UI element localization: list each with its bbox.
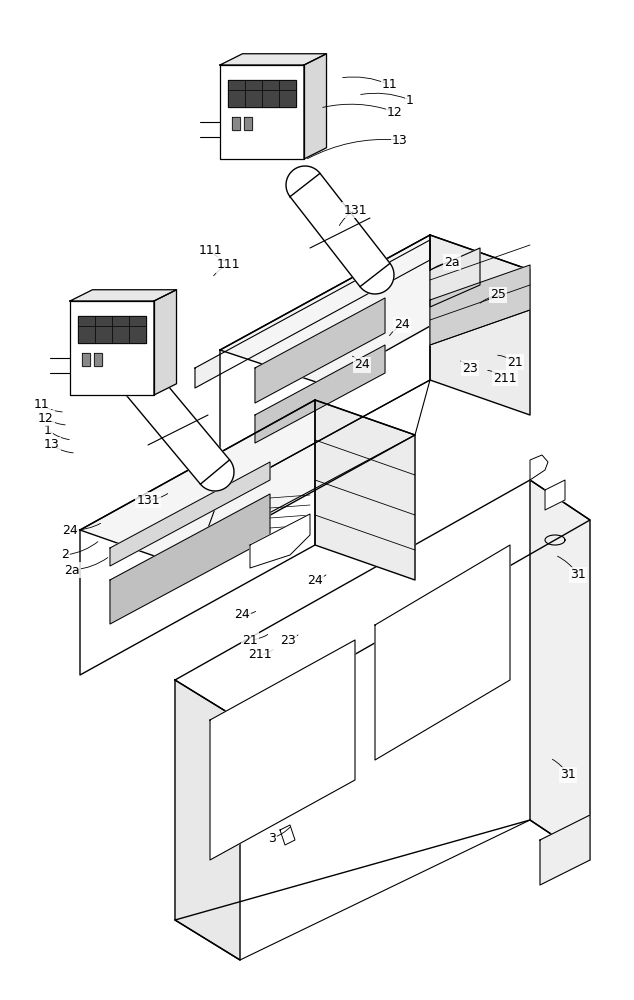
Polygon shape (232, 117, 240, 130)
Text: 111: 111 (216, 258, 240, 271)
Polygon shape (82, 353, 90, 366)
Polygon shape (255, 298, 385, 403)
Polygon shape (430, 235, 530, 415)
Text: 2a: 2a (64, 564, 80, 576)
Polygon shape (200, 460, 234, 491)
Polygon shape (375, 545, 510, 760)
Text: 12: 12 (387, 105, 403, 118)
Text: 11: 11 (382, 79, 398, 92)
Text: 131: 131 (343, 204, 367, 217)
Text: 23: 23 (280, 634, 296, 647)
Text: 21: 21 (242, 634, 258, 647)
Polygon shape (304, 54, 327, 159)
Polygon shape (244, 117, 252, 130)
Text: 12: 12 (38, 412, 54, 424)
Polygon shape (175, 480, 590, 720)
Polygon shape (315, 400, 415, 580)
Polygon shape (80, 400, 415, 565)
Text: 11: 11 (34, 398, 50, 412)
Text: 2: 2 (61, 548, 69, 562)
Text: 13: 13 (44, 438, 60, 452)
Polygon shape (290, 173, 390, 287)
Text: 211: 211 (493, 371, 517, 384)
Polygon shape (70, 290, 176, 301)
Text: 24: 24 (62, 524, 78, 536)
Text: 131: 131 (136, 493, 160, 506)
Polygon shape (78, 316, 146, 343)
Polygon shape (220, 65, 304, 159)
Polygon shape (94, 353, 102, 366)
Polygon shape (220, 235, 530, 385)
Polygon shape (175, 680, 240, 960)
Polygon shape (126, 370, 230, 484)
Text: 24: 24 (394, 318, 410, 332)
Polygon shape (255, 345, 385, 443)
Polygon shape (200, 380, 430, 550)
Polygon shape (430, 248, 480, 307)
Polygon shape (121, 363, 155, 394)
Text: 21: 21 (507, 356, 523, 368)
Polygon shape (70, 301, 154, 395)
Polygon shape (220, 235, 430, 495)
Text: 31: 31 (570, 568, 586, 582)
Polygon shape (110, 494, 270, 624)
Polygon shape (286, 166, 320, 197)
Text: 3: 3 (268, 832, 276, 844)
Polygon shape (195, 240, 430, 388)
Text: 24: 24 (354, 359, 370, 371)
Text: 24: 24 (234, 608, 250, 621)
Polygon shape (250, 514, 310, 568)
Polygon shape (154, 290, 176, 395)
Text: 2a: 2a (444, 255, 460, 268)
Text: 111: 111 (198, 243, 222, 256)
Polygon shape (220, 54, 327, 65)
Polygon shape (210, 640, 355, 860)
Text: 24: 24 (307, 574, 323, 586)
Polygon shape (530, 480, 590, 860)
Polygon shape (540, 815, 590, 885)
Text: 13: 13 (392, 133, 408, 146)
Text: 211: 211 (248, 648, 272, 662)
Polygon shape (110, 462, 270, 566)
Polygon shape (80, 400, 315, 675)
Polygon shape (228, 80, 296, 107)
Text: 1: 1 (406, 94, 414, 106)
Polygon shape (530, 455, 548, 480)
Text: 1: 1 (44, 424, 52, 436)
Text: 23: 23 (462, 361, 478, 374)
Polygon shape (280, 825, 295, 845)
Text: 25: 25 (490, 288, 506, 302)
Polygon shape (360, 263, 394, 294)
Polygon shape (430, 265, 530, 345)
Text: 31: 31 (560, 768, 576, 782)
Polygon shape (545, 480, 565, 510)
